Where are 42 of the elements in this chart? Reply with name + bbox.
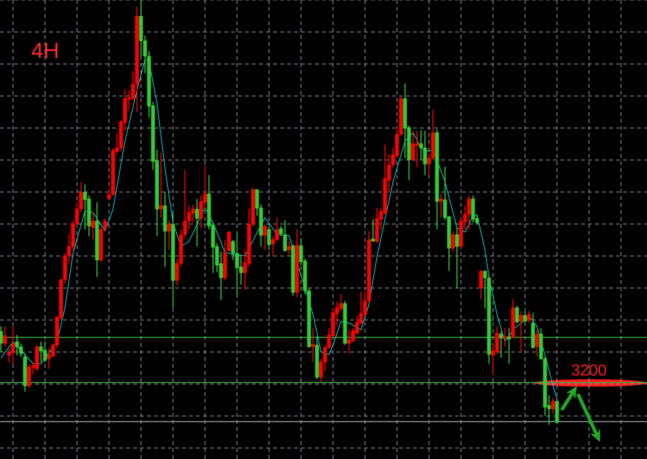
candlestick	[523, 310, 527, 324]
candlestick	[167, 220, 171, 250]
candlestick	[287, 240, 291, 256]
candlestick	[455, 227, 459, 289]
candlestick	[471, 194, 475, 224]
candlestick	[27, 363, 31, 388]
candlestick	[91, 212, 95, 240]
candlestick	[263, 224, 267, 250]
candlestick	[311, 328, 315, 363]
candlestick	[527, 310, 531, 324]
candlestick	[439, 193, 443, 218]
candlestick	[235, 232, 239, 298]
text: 3200	[572, 364, 606, 376]
candlestick	[3, 326, 7, 348]
candlestick	[371, 218, 375, 242]
candlestick	[39, 341, 43, 363]
candlestick	[479, 270, 483, 300]
candlestick	[451, 230, 455, 252]
candlestick	[267, 226, 271, 250]
candlestick	[347, 329, 351, 354]
candlestick	[423, 130, 427, 176]
text: 4H	[32, 42, 58, 58]
candlestick	[47, 348, 51, 370]
candlestick	[415, 130, 419, 168]
candlestick	[195, 198, 199, 247]
candlestick	[43, 341, 47, 363]
candlestick	[159, 152, 163, 218]
candlestick	[503, 328, 507, 348]
candlestick	[507, 328, 511, 364]
candlestick	[0, 326, 3, 352]
candlestick	[467, 194, 471, 230]
candlestick	[35, 344, 39, 372]
candlestick	[515, 305, 519, 324]
candlestick	[15, 334, 19, 356]
candlestick	[375, 207, 379, 244]
candlestick	[11, 326, 15, 364]
candlestick	[283, 220, 287, 252]
candlestick	[535, 329, 539, 358]
candlestick	[551, 397, 555, 414]
candlestick	[499, 330, 503, 358]
candlestick	[555, 398, 559, 425]
candlestick	[519, 310, 523, 352]
